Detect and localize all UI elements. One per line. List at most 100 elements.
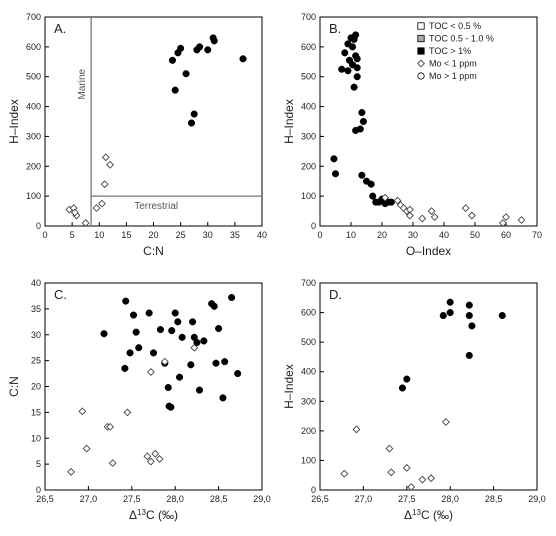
data-point (78, 407, 87, 416)
y-tick-label: 400 (301, 102, 316, 112)
data-point (196, 43, 204, 51)
y-tick-label: 35 (31, 304, 41, 314)
y-tick-label: 200 (301, 426, 316, 436)
plot-frame (44, 282, 263, 491)
y-tick-label: 600 (26, 42, 41, 52)
legend-marker (417, 59, 425, 68)
y-tick-label: 40 (31, 278, 41, 288)
y-tick-label: 100 (26, 191, 41, 201)
y-tick-label: 300 (301, 396, 316, 406)
data-point (106, 160, 115, 169)
y-tick-label: 20 (31, 382, 41, 392)
y-tick-label: 0 (36, 221, 41, 231)
region-label-terrestrial: Terrestrial (134, 201, 178, 212)
data-point (430, 213, 439, 221)
data-point (160, 357, 169, 366)
legend-label: TOC 0.5 - 1.0 % (429, 34, 494, 44)
legend-marker (417, 22, 425, 30)
panel-d: 26,5 27,0 27,5 28,0 28,5 29,0 0 100 200 300 400 500… (282, 278, 546, 522)
data-point (195, 386, 204, 394)
data-point (70, 208, 79, 217)
data-point (190, 110, 198, 118)
x-tick-label: 50 (470, 230, 480, 240)
data-point (215, 324, 223, 333)
data-point (353, 64, 361, 72)
y-tick-label: 600 (301, 308, 316, 318)
y-tick-label: 500 (301, 337, 316, 347)
y-tick-label: 600 (301, 42, 316, 52)
data-point (427, 474, 436, 483)
data-point (446, 309, 454, 317)
data-point (145, 309, 153, 317)
x-axis-label: Δ13C (‰) (129, 508, 178, 523)
data-point (212, 359, 220, 367)
x-tick-label: 30 (408, 230, 418, 240)
data-point (502, 213, 510, 221)
data-point (358, 108, 366, 117)
y-tick-label: 30 (31, 330, 41, 340)
legend-label: Mo > 1 ppm (429, 71, 477, 81)
data-point (146, 457, 155, 466)
data-point (467, 211, 476, 220)
data-point (177, 44, 185, 52)
data-point (393, 196, 402, 205)
data-point (121, 364, 129, 372)
data-point (156, 326, 164, 334)
plot-frame (319, 282, 538, 491)
y-tick-label: 700 (301, 12, 316, 22)
data-point (353, 55, 361, 63)
data-point (101, 153, 110, 162)
x-tick-label: 10 (94, 230, 104, 240)
data-point (369, 192, 377, 200)
data-point (367, 180, 375, 188)
data-point (405, 205, 414, 214)
data-point (126, 349, 134, 357)
panel-a: 0 5 10 15 20 25 30 35 400100200300400500600700C:… (7, 12, 267, 258)
data-point (358, 171, 366, 179)
data-point (498, 219, 507, 227)
data-point (381, 193, 390, 202)
data-point (98, 199, 106, 208)
x-tick-label: 5 (70, 230, 75, 240)
data-point (398, 384, 407, 392)
x-tick-label: 28,5 (485, 494, 503, 504)
data-point (187, 361, 195, 369)
data-point (352, 31, 360, 39)
data-point (340, 469, 349, 478)
data-point (200, 337, 208, 345)
region-label-marine: Marine (77, 68, 88, 99)
data-point (122, 297, 130, 305)
y-tick-label: 100 (301, 455, 316, 465)
panel-label: C. (54, 287, 67, 302)
panel-c: 26,5 27,0 27,5 28,0 28,5 29,0 0 5 10 15 20 25 30 35 40… (7, 278, 271, 522)
data-point (356, 125, 364, 133)
data-point (155, 455, 164, 463)
y-tick-label: 400 (301, 367, 316, 377)
data-point (344, 67, 352, 75)
y-tick-label: 500 (301, 72, 316, 82)
x-axis-label: Δ13C (‰) (404, 508, 453, 523)
data-point (171, 86, 179, 94)
data-point (387, 198, 395, 206)
y-tick-label: 15 (31, 407, 41, 417)
y-tick-label: 100 (301, 191, 316, 201)
data-point (465, 301, 473, 309)
x-tick-label: 28,0 (441, 494, 459, 504)
data-point (167, 403, 175, 411)
y-axis-label: H–Index (282, 99, 296, 144)
x-tick-label: 25 (176, 230, 186, 240)
x-tick-label: 40 (257, 230, 267, 240)
y-axis-label: H–Index (7, 99, 21, 144)
y-tick-label: 0 (311, 221, 316, 231)
x-tick-label: 27,0 (355, 494, 373, 504)
x-tick-label: 26,5 (36, 494, 54, 504)
data-point (151, 449, 160, 458)
x-tick-label: 70 (532, 230, 542, 240)
legend-marker (417, 47, 425, 55)
x-tick-label: 29,0 (528, 494, 546, 504)
x-axis-label: C:N (143, 244, 164, 258)
data-point (446, 298, 454, 306)
x-tick-label: 27,5 (123, 494, 141, 504)
data-point (498, 311, 506, 320)
x-tick-label: 15 (121, 230, 131, 240)
